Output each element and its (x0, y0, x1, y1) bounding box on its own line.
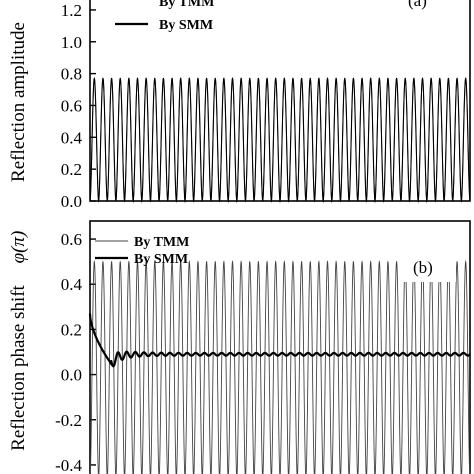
panel-b-y-unit-label: φ(π) (8, 231, 29, 264)
panel-a-series-smm-line (89, 77, 471, 204)
panel-b-legend-smm-label: By SMM (134, 252, 188, 267)
panel-a-y-tick-label: 0.2 (61, 160, 82, 179)
panel-b-frame (89, 220, 471, 474)
panel-b-series-tmm-line (89, 260, 471, 474)
panel-a-y-tick-label: 1.2 (61, 1, 82, 20)
panel-a-y-ticks: 0.0 0.2 0.4 0.6 0.8 1.0 1.2 (61, 1, 96, 211)
panel-a-tag: (a) (408, 0, 427, 10)
panel-b-y-axis-title: Reflection phase shift (8, 284, 29, 450)
panel-b-series (88, 260, 471, 474)
panel-b-legend-tmm-label: By TMM (134, 235, 189, 250)
panel-b-y-tick-label: 0.0 (61, 366, 82, 385)
panel-a-y-tick-label: 0.8 (61, 65, 82, 84)
panel-b-y-ticks: 0.6 0.4 0.2 0.0 -0.2 -0.4 (55, 230, 96, 474)
panel-a-y-tick-label: 0.0 (61, 192, 82, 211)
panel-a-y-tick-label: 0.6 (61, 96, 82, 115)
panel-a: 0.0 0.2 0.4 0.6 0.8 1.0 1.2 Reflection amplitu… (8, 0, 471, 211)
panel-a-legend: By TMM By SMM (115, 0, 214, 33)
panel-b-tag-box (400, 252, 456, 282)
panel-b: 0.6 0.4 0.2 0.0 -0.2 -0.4 Reflection phase sh… (8, 220, 471, 474)
panel-a-series (89, 77, 471, 204)
panel-b-y-tick-label: 0.4 (61, 275, 83, 294)
panel-b-y-tick-label: -0.2 (55, 411, 82, 430)
panel-b-tag: (b) (413, 258, 433, 277)
panel-a-legend-smm-label: By SMM (159, 18, 213, 33)
panel-a-y-axis-title: Reflection amplitude (8, 22, 29, 182)
panel-b-y-tick-label: 0.2 (61, 320, 82, 339)
panel-b-series-smm-line (88, 313, 471, 368)
panel-b-legend: By TMM By SMM (95, 235, 189, 267)
panel-a-legend-tmm-label: By TMM (159, 0, 214, 10)
panel-a-y-tick-label: 0.4 (61, 128, 83, 147)
panel-b-y-tick-label: -0.4 (55, 456, 82, 474)
panel-b-y-tick-label: 0.6 (61, 230, 82, 249)
panel-a-y-tick-label: 1.0 (61, 33, 82, 52)
